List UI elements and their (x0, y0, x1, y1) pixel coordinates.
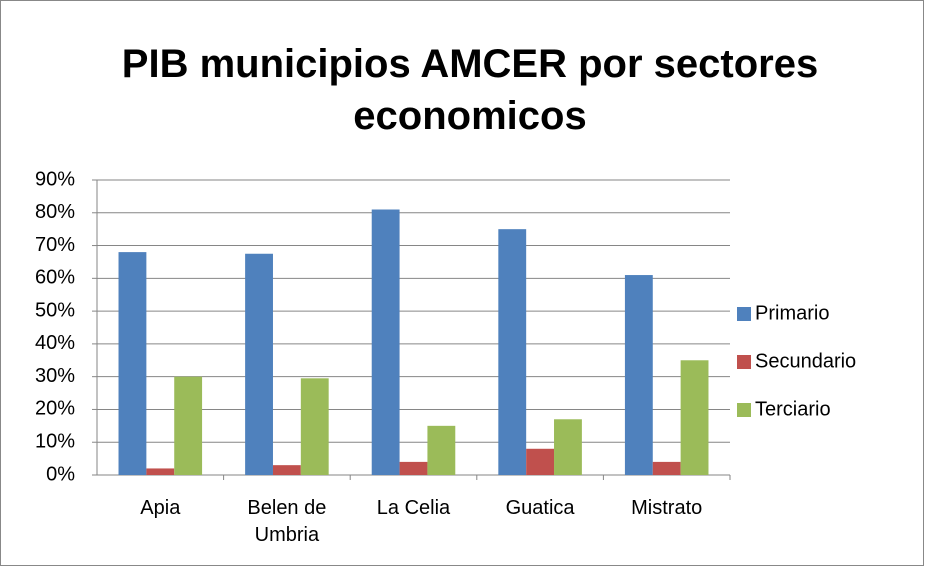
bar (652, 461, 681, 475)
y-tick-label: 70% (35, 234, 75, 256)
y-tick-label: 30% (35, 365, 75, 387)
bar (554, 419, 582, 475)
legend-swatch (737, 403, 751, 417)
y-tick-label: 40% (35, 332, 75, 354)
bar (146, 468, 175, 475)
legend-label: Terciario (755, 398, 831, 420)
bar (498, 229, 527, 475)
bar (118, 252, 147, 475)
y-tick-label: 20% (35, 398, 75, 420)
bar (174, 376, 203, 475)
x-tick-label: Guatica (505, 497, 575, 519)
bar (272, 465, 301, 475)
bar (245, 253, 273, 475)
bar (371, 209, 400, 475)
bar (427, 425, 456, 475)
bar (300, 378, 329, 475)
chart-title: PIB municipios AMCER por sectores econom… (121, 42, 819, 138)
bar (526, 448, 555, 475)
x-tick-label: Apia (140, 497, 181, 519)
legend-swatch (737, 355, 751, 369)
x-tick-label: La Celia (376, 497, 451, 519)
bar (399, 461, 428, 475)
legend-label: Secundario (755, 350, 856, 372)
legend-swatch (737, 307, 751, 321)
y-tick-label: 10% (35, 431, 75, 453)
y-tick-label: 50% (35, 299, 75, 321)
bar (624, 275, 653, 475)
y-tick-label: 60% (35, 267, 75, 289)
legend-label: Primario (755, 302, 829, 324)
y-tick-label: 0% (46, 463, 75, 485)
x-tick-label: Mistrato (631, 497, 703, 519)
x-tick-label: Belen de Umbria (247, 497, 327, 546)
bar (680, 360, 709, 475)
y-tick-label: 90% (35, 168, 75, 190)
y-tick-label: 80% (35, 201, 75, 223)
